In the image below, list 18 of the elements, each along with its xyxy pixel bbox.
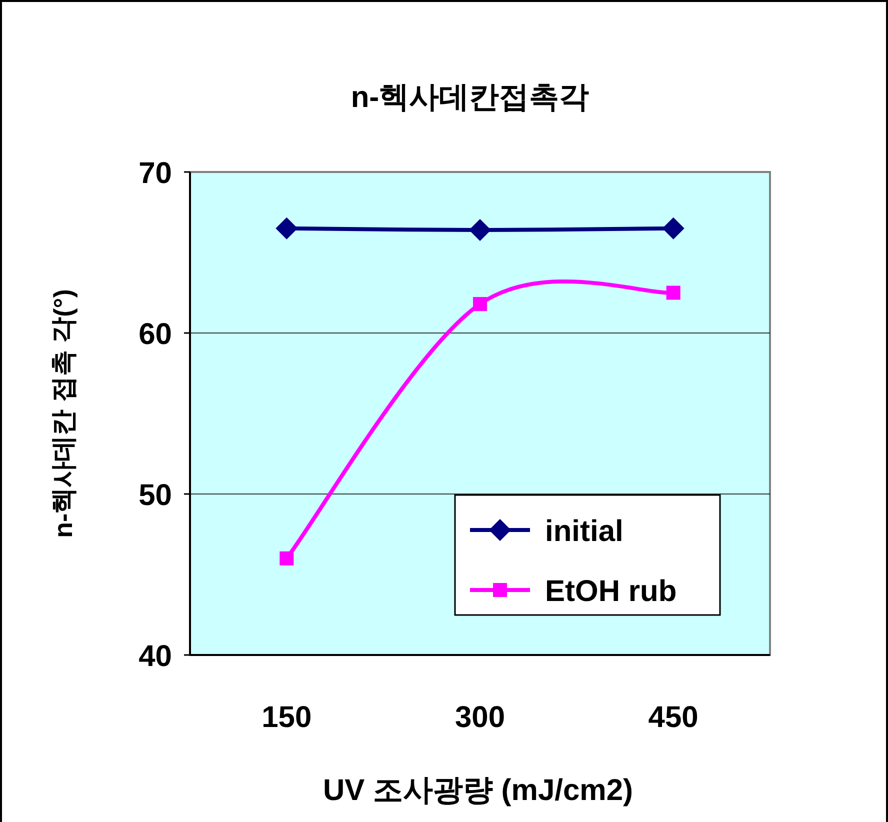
- y-tick-label: 40: [138, 640, 172, 673]
- x-axis-title: UV 조사광량 (mJ/cm2): [322, 774, 634, 807]
- y-axis-title: n-헥사데칸 접촉 각(°): [48, 289, 78, 538]
- point: [469, 218, 491, 241]
- point: [473, 297, 487, 312]
- y-tick-label: 70: [138, 157, 172, 190]
- legend-label: initial: [545, 515, 624, 548]
- legend-label: EtOH rub: [545, 575, 677, 608]
- point: [662, 217, 684, 240]
- point: [666, 286, 680, 300]
- chart-title: n-헥사데칸접촉각: [350, 81, 590, 114]
- point: [276, 217, 298, 240]
- x-tick-label: 300: [454, 701, 506, 734]
- point: [280, 551, 294, 566]
- y-tick-label: 60: [138, 318, 172, 351]
- x-tick-label: 450: [648, 701, 698, 734]
- x-tick-label: 150: [262, 701, 312, 734]
- y-tick-label: 50: [138, 479, 172, 512]
